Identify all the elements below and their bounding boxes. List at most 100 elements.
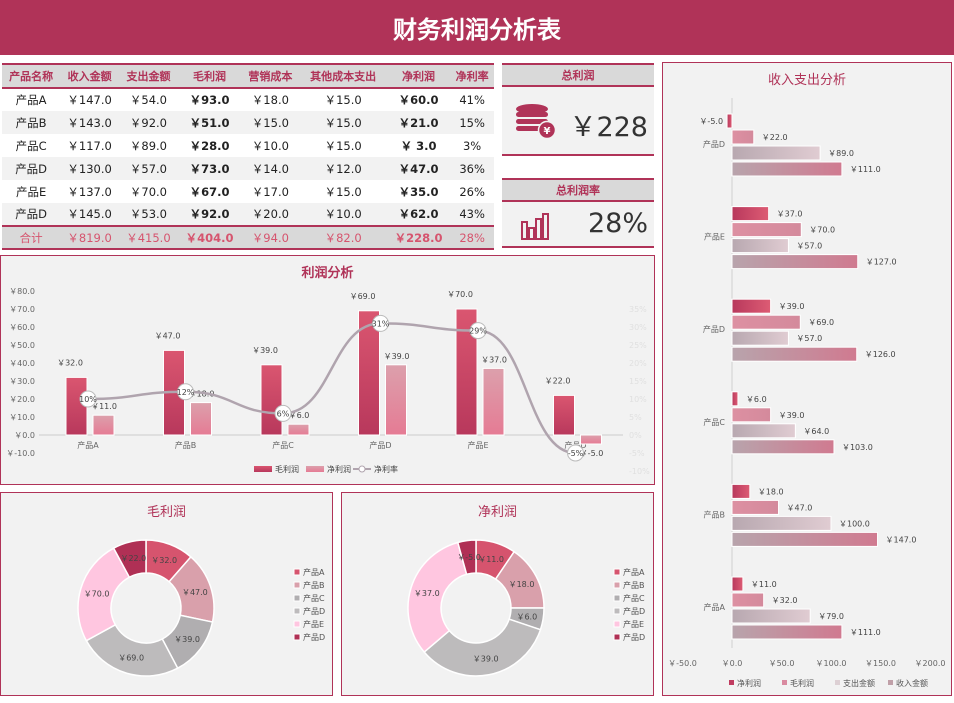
legend-swatch xyxy=(613,607,621,615)
y-tick-label: ￥10.0 xyxy=(9,413,35,422)
net-profit-bar xyxy=(287,423,310,436)
column-header: 其他成本支出 xyxy=(299,63,387,89)
y-tick-label: ￥80.0 xyxy=(9,287,35,296)
y2-tick-label: 35% xyxy=(629,305,647,314)
table-cell: ￥21.0 xyxy=(386,111,451,134)
series-bar xyxy=(731,330,789,346)
gross-profit-bar xyxy=(553,394,575,436)
series-bar xyxy=(731,222,802,238)
data-label: ￥37.0 xyxy=(777,210,803,219)
legend-label: 产品D xyxy=(303,632,325,642)
table-cell: ￥12.0 xyxy=(299,157,387,180)
data-label: 29% xyxy=(469,327,487,336)
chart-title: 收入支出分析 xyxy=(767,73,846,88)
series-bar xyxy=(731,161,843,177)
donut-slice xyxy=(456,539,477,576)
data-label: ￥22.0 xyxy=(120,554,146,563)
data-label: ￥70.0 xyxy=(809,226,835,235)
legend-swatch xyxy=(613,581,621,589)
data-label: ￥127.0 xyxy=(866,258,897,267)
table-cell: ￥10.0 xyxy=(251,138,289,153)
legend-label: 产品D xyxy=(303,606,325,616)
series-bar xyxy=(731,391,739,407)
y2-tick-label: 5% xyxy=(629,413,642,422)
legend-label: 产品B xyxy=(303,580,325,590)
y-tick-label: ￥30.0 xyxy=(9,377,35,386)
series-bar xyxy=(731,592,765,608)
legend-swatch xyxy=(358,465,366,473)
table-cell: 43% xyxy=(450,203,494,226)
table-cell: 26% xyxy=(459,184,485,199)
legend-label: 产品E xyxy=(303,619,324,629)
table-cell: ￥415.0 xyxy=(119,225,178,250)
x-tick-label: ￥-50.0 xyxy=(668,659,697,668)
data-label: ￥18.0 xyxy=(189,390,215,399)
net-rate-marker xyxy=(567,444,584,462)
y2-tick-label: 0% xyxy=(629,431,642,440)
y2-tick-label: 15% xyxy=(629,377,647,386)
table-row: 产品D ￥145.0 ￥53.0 ￥92.0 ￥20.0 ￥10.0 ￥62.0 43% xyxy=(2,203,494,226)
data-label: ￥37.0 xyxy=(481,355,507,364)
x-tick-label: 产品E xyxy=(467,440,488,450)
page-title: 财务利润分析表 xyxy=(0,0,954,55)
total-profit-card: 总利润 ¥ ￥228 xyxy=(502,63,654,156)
profit-analysis-chart: 利润分析 ￥-10.0 ￥0.0 ￥10.0 ￥20.0 ￥30.0 ￥40.0 ￥50.0… xyxy=(0,255,655,485)
table-cell: ￥137.0 xyxy=(67,184,112,199)
data-label: ￥6.0 xyxy=(516,612,537,621)
y-tick-label: 产品B xyxy=(704,509,726,519)
y-tick-label: ￥50.0 xyxy=(9,341,35,350)
data-label: ￥70.0 xyxy=(447,290,473,299)
table-cell: 产品D xyxy=(2,203,61,226)
table-cell: ￥60.0 xyxy=(398,93,439,107)
series-bar xyxy=(731,515,832,531)
net-rate-marker xyxy=(274,404,292,422)
table-row: 产品A ￥147.0 ￥54.0 ￥93.0 ￥18.0 ￥15.0 ￥60.0 41% xyxy=(2,88,494,111)
legend-label: 产品A xyxy=(303,567,325,577)
column-header: 毛利润 xyxy=(177,63,242,89)
data-label: ￥47.0 xyxy=(155,331,181,340)
data-label: 10% xyxy=(79,395,97,404)
net-profit-bar xyxy=(580,434,602,445)
coins-yen-icon: ¥ xyxy=(516,104,556,139)
table-cell: ￥147.0 xyxy=(67,93,112,107)
data-label: ￥147.0 xyxy=(886,535,917,544)
table-cell: 36% xyxy=(450,157,494,180)
data-label: ￥6.0 xyxy=(289,411,310,420)
data-label: ￥47.0 xyxy=(182,588,208,597)
table-cell: ￥15.0 xyxy=(324,93,362,107)
data-label: ￥6.0 xyxy=(746,395,767,404)
data-label: ￥-5.0 xyxy=(457,553,481,562)
x-tick-label: ￥0.0 xyxy=(722,659,743,668)
series-bar xyxy=(731,624,843,640)
table-row: 产品C ￥117.0 ￥89.0 ￥28.0 ￥10.0 ￥15.0 ￥ 3.0 3% xyxy=(2,134,494,157)
data-label: -5% xyxy=(568,449,584,458)
series-bar xyxy=(731,439,835,455)
data-label: ￥-5.0 xyxy=(580,449,604,458)
chart-title: 毛利润 xyxy=(146,505,186,520)
table-cell: 产品C xyxy=(15,138,47,153)
total-profit-value: ￥228 xyxy=(569,112,648,143)
y2-tick-label: 30% xyxy=(629,323,647,332)
data-label: ￥-5.0 xyxy=(699,117,723,126)
legend-swatch xyxy=(888,680,893,685)
column-header: 净利润 xyxy=(386,63,451,89)
table-cell: ￥82.0 xyxy=(299,225,387,250)
data-label: ￥69.0 xyxy=(350,292,376,301)
legend-swatch xyxy=(835,680,840,685)
x-tick-label: 产品A xyxy=(77,440,99,450)
data-label: ￥22.0 xyxy=(545,376,571,385)
table-cell: ￥89.0 xyxy=(129,138,167,153)
legend-swatch xyxy=(613,633,621,641)
gross-profit-bar xyxy=(455,308,478,436)
gross-profit-bar xyxy=(358,310,380,436)
table-cell: 产品E xyxy=(15,184,47,199)
series-bar xyxy=(731,499,780,515)
legend-label: 产品A xyxy=(623,567,645,577)
table-cell: 3% xyxy=(462,138,482,153)
series-bar xyxy=(731,407,772,423)
table-cell: ￥47.0 xyxy=(386,157,451,180)
x-tick-label: 产品D xyxy=(369,440,391,450)
table-cell: ￥15.0 xyxy=(324,184,362,199)
series-bar xyxy=(731,238,789,254)
table-cell: ￥145.0 xyxy=(60,203,120,226)
